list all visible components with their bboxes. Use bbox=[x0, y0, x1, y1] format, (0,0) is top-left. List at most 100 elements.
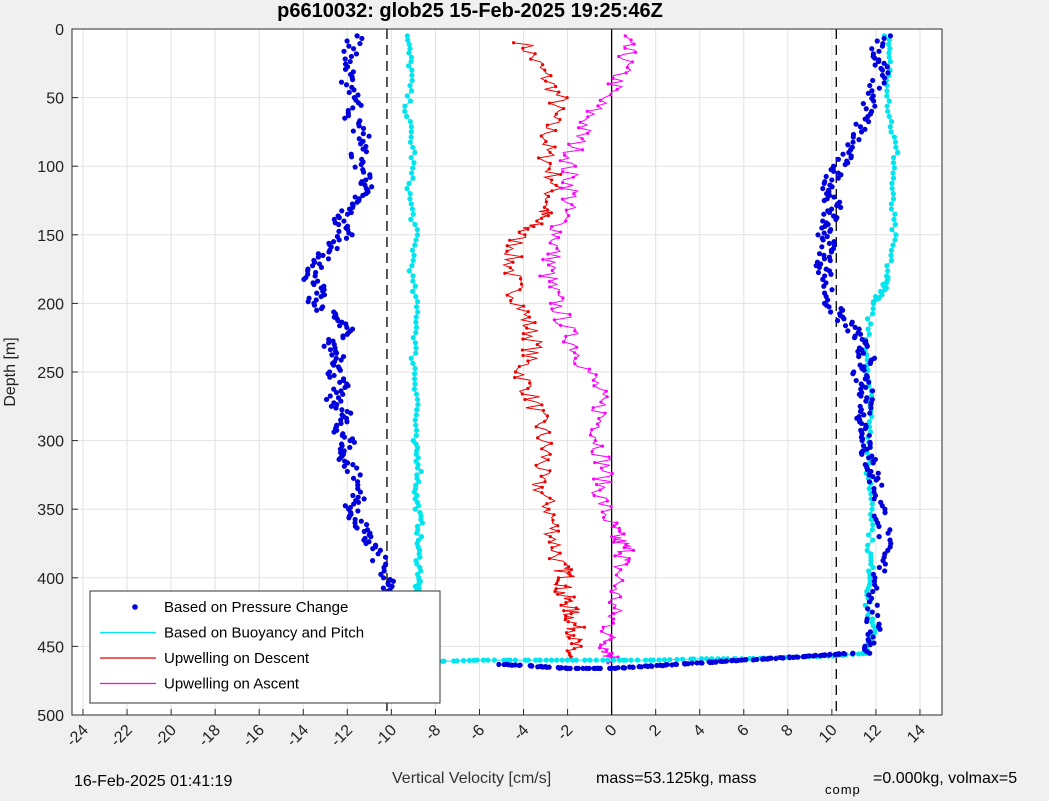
data-point bbox=[466, 657, 472, 664]
data-point bbox=[554, 657, 560, 663]
data-point bbox=[345, 113, 352, 119]
data-point bbox=[496, 661, 502, 668]
data-point bbox=[592, 384, 596, 388]
data-point bbox=[352, 194, 358, 200]
data-point bbox=[411, 252, 417, 258]
data-point bbox=[412, 371, 418, 377]
data-point bbox=[440, 658, 446, 664]
data-point bbox=[800, 654, 806, 660]
data-point bbox=[729, 658, 735, 664]
data-point bbox=[607, 600, 611, 605]
data-point bbox=[333, 405, 339, 411]
data-point bbox=[831, 194, 837, 200]
data-point bbox=[547, 279, 552, 284]
data-point bbox=[523, 397, 527, 402]
data-point bbox=[520, 392, 525, 396]
data-point bbox=[560, 197, 564, 201]
data-point bbox=[625, 65, 629, 70]
data-point bbox=[619, 567, 623, 572]
data-point bbox=[868, 321, 874, 327]
data-point bbox=[630, 60, 635, 64]
data-point bbox=[407, 119, 413, 125]
data-point bbox=[562, 609, 566, 613]
data-point bbox=[617, 529, 622, 533]
data-point bbox=[604, 389, 608, 393]
data-point bbox=[765, 656, 771, 662]
data-point bbox=[412, 340, 419, 346]
data-point bbox=[580, 148, 585, 152]
data-point bbox=[870, 588, 876, 595]
data-point bbox=[347, 444, 353, 451]
data-point bbox=[354, 199, 360, 205]
data-point bbox=[559, 603, 563, 607]
data-point bbox=[359, 35, 365, 42]
data-point bbox=[555, 581, 559, 585]
data-point bbox=[876, 48, 882, 54]
series-layer bbox=[301, 33, 901, 671]
data-point bbox=[616, 657, 623, 663]
data-point bbox=[407, 46, 413, 52]
data-point bbox=[572, 595, 576, 599]
data-point bbox=[553, 145, 557, 149]
data-point bbox=[561, 181, 565, 185]
data-point bbox=[548, 241, 552, 245]
data-point bbox=[611, 621, 616, 625]
data-point bbox=[572, 633, 576, 638]
data-point bbox=[633, 50, 638, 54]
data-point bbox=[328, 403, 334, 409]
data-point bbox=[850, 134, 856, 140]
data-point bbox=[600, 510, 604, 514]
data-point bbox=[354, 33, 360, 39]
data-point bbox=[591, 477, 596, 481]
data-point bbox=[418, 568, 424, 574]
data-point bbox=[414, 396, 421, 403]
data-point bbox=[548, 161, 552, 166]
plot-frame bbox=[71, 28, 943, 716]
data-point bbox=[559, 657, 565, 663]
data-point bbox=[870, 634, 876, 640]
data-point bbox=[509, 299, 513, 303]
data-point bbox=[885, 108, 891, 114]
data-point bbox=[412, 381, 418, 387]
data-point bbox=[339, 208, 345, 214]
data-point bbox=[320, 252, 326, 258]
data-point bbox=[348, 53, 355, 60]
data-point bbox=[548, 657, 555, 663]
data-point bbox=[833, 216, 839, 222]
data-point bbox=[549, 441, 554, 445]
data-point bbox=[582, 625, 587, 629]
data-point bbox=[826, 652, 832, 658]
data-point bbox=[602, 515, 606, 520]
data-point bbox=[338, 357, 344, 363]
data-point bbox=[884, 88, 890, 94]
data-point bbox=[546, 208, 550, 212]
data-point bbox=[417, 554, 423, 560]
data-point bbox=[408, 216, 414, 222]
data-point bbox=[360, 125, 367, 132]
data-point bbox=[892, 221, 898, 228]
data-point bbox=[413, 391, 420, 397]
data-point bbox=[866, 455, 872, 461]
data-point bbox=[867, 642, 873, 648]
data-point bbox=[893, 232, 899, 238]
data-point bbox=[521, 331, 526, 336]
data-point bbox=[869, 388, 876, 394]
data-point bbox=[823, 173, 829, 180]
x-tick-label: -10 bbox=[372, 722, 400, 750]
data-point bbox=[848, 321, 855, 327]
data-point bbox=[541, 63, 545, 67]
data-point bbox=[567, 636, 571, 640]
data-point bbox=[366, 133, 372, 139]
data-point bbox=[548, 150, 552, 155]
data-point bbox=[408, 129, 414, 135]
data-point bbox=[661, 657, 668, 663]
data-point bbox=[634, 657, 641, 663]
data-point bbox=[625, 562, 629, 566]
data-point bbox=[860, 350, 867, 356]
data-point bbox=[344, 460, 351, 466]
data-point bbox=[839, 307, 846, 313]
data-point bbox=[415, 299, 421, 305]
data-point bbox=[518, 288, 522, 292]
data-point bbox=[409, 206, 416, 212]
data-point bbox=[412, 417, 418, 423]
